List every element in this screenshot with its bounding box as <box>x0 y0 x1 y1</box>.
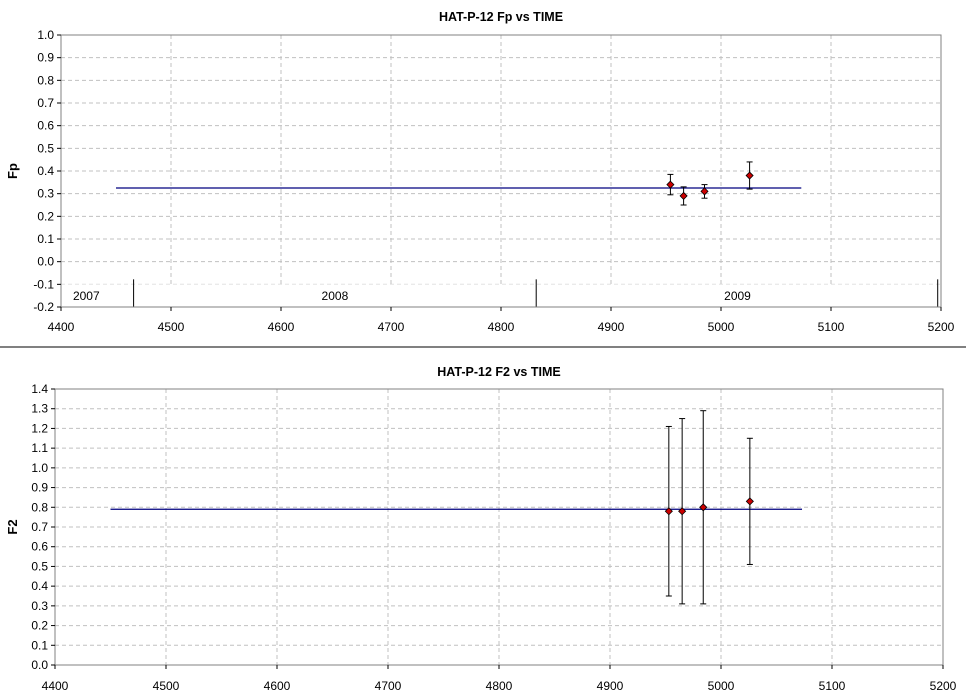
year-label: 2009 <box>724 289 751 303</box>
y-tick-label: 0.1 <box>31 638 48 652</box>
x-tick-label: 4900 <box>597 679 624 693</box>
x-tick-label: 4600 <box>264 679 291 693</box>
x-tick-label: 4600 <box>268 320 295 334</box>
x-tick-label: 5200 <box>928 320 955 334</box>
data-point <box>678 507 687 516</box>
y-tick-label: 1.3 <box>31 402 48 416</box>
y-axis-label: F2 <box>5 519 20 534</box>
data-point <box>700 187 709 196</box>
x-tick-label: 5000 <box>708 320 735 334</box>
data-point <box>664 507 673 516</box>
x-tick-label: 4400 <box>42 679 69 693</box>
fp-chart-panel: HAT-P-12 Fp vs TIME Fp 2007 2008 2009 -0.2 -0.… <box>5 10 955 334</box>
y-tick-label: 0.0 <box>31 658 48 672</box>
y-tick-label: 0.7 <box>31 520 48 534</box>
chart-title: HAT-P-12 F2 vs TIME <box>437 365 560 379</box>
x-tick-label: 5100 <box>818 320 845 334</box>
x-tick-label: 4800 <box>486 679 513 693</box>
y-tick-label: 0.4 <box>37 164 54 178</box>
y-axis-label: Fp <box>5 163 20 179</box>
year-label: 2008 <box>322 289 349 303</box>
y-tick-label: 1.1 <box>31 441 48 455</box>
x-tick-label: 5000 <box>708 679 735 693</box>
y-tick-label: 1.4 <box>31 382 48 396</box>
y-tick-label: 0.4 <box>31 579 48 593</box>
y-tick-label: 0.2 <box>37 209 54 223</box>
data-point <box>745 497 754 506</box>
y-tick-label: 0.8 <box>31 500 48 514</box>
y-tick-label: 0.3 <box>37 187 54 201</box>
y-tick-label: -0.2 <box>33 300 54 314</box>
y-tick-label: 1.0 <box>31 461 48 475</box>
y-tick-label: -0.1 <box>33 277 54 291</box>
y-tick-label: 0.3 <box>31 599 48 613</box>
y-tick-label: 0.7 <box>37 96 54 110</box>
y-tick-label: 0.9 <box>37 51 54 65</box>
y-tick-label: 0.5 <box>31 559 48 573</box>
y-tick-label: 0.6 <box>37 119 54 133</box>
year-label: 2007 <box>73 289 100 303</box>
x-tick-label: 5200 <box>930 679 957 693</box>
data-point <box>745 171 754 180</box>
chart-title: HAT-P-12 Fp vs TIME <box>439 10 563 24</box>
x-tick-label: 4700 <box>378 320 405 334</box>
data-point <box>699 503 708 512</box>
y-tick-label: 0.9 <box>31 481 48 495</box>
data-point <box>679 191 688 200</box>
f2-chart-panel: HAT-P-12 F2 vs TIME F2 0.0 0.1 0.2 0.3 0.4 0.5 0… <box>5 365 957 693</box>
x-tick-label: 5100 <box>819 679 846 693</box>
x-tick-label: 4900 <box>598 320 625 334</box>
y-tick-label: 1.2 <box>31 421 48 435</box>
y-tick-label: 0.5 <box>37 141 54 155</box>
y-tick-label: 0.0 <box>37 255 54 269</box>
y-tick-label: 0.8 <box>37 73 54 87</box>
data-point <box>666 180 675 189</box>
x-tick-label: 4700 <box>375 679 402 693</box>
x-tick-label: 4800 <box>488 320 515 334</box>
y-tick-label: 1.0 <box>37 28 54 42</box>
y-tick-label: 0.1 <box>37 232 54 246</box>
y-tick-label: 0.6 <box>31 540 48 554</box>
x-tick-label: 4500 <box>158 320 185 334</box>
year-band <box>61 284 941 307</box>
y-tick-label: 0.2 <box>31 619 48 633</box>
x-tick-label: 4400 <box>48 320 75 334</box>
x-tick-label: 4500 <box>153 679 180 693</box>
